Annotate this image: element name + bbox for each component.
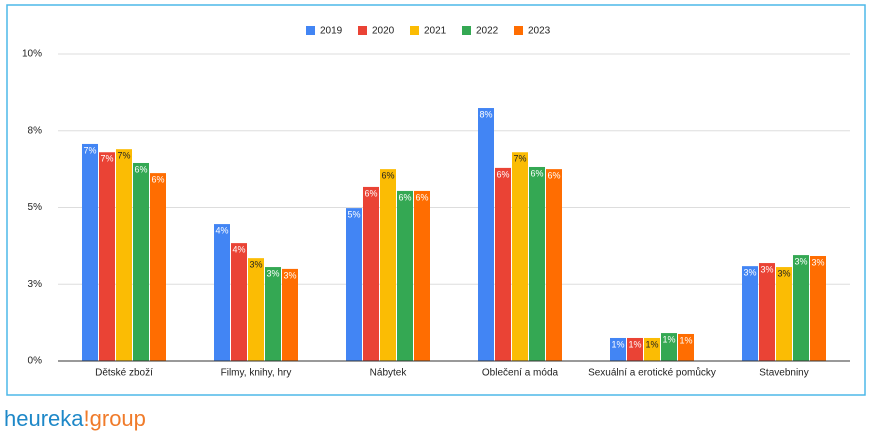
value-label: 6% [547, 171, 560, 181]
logo-suffix: !group [84, 406, 146, 431]
value-label: 7% [83, 145, 96, 155]
value-label: 6% [151, 174, 164, 184]
bar [678, 333, 694, 361]
value-label: 7% [100, 154, 113, 164]
bar [742, 266, 758, 361]
bar [150, 173, 166, 361]
value-label: 8% [479, 109, 492, 119]
y-tick-label: 0% [28, 356, 43, 367]
value-label: 6% [381, 171, 394, 181]
bar [214, 224, 230, 361]
value-label: 7% [513, 154, 526, 164]
bar [248, 258, 264, 361]
legend-swatch [358, 26, 367, 35]
value-label: 6% [415, 192, 428, 202]
x-tick-label: Filmy, knihy, hry [221, 368, 292, 379]
bar [810, 256, 826, 361]
value-label: 1% [679, 335, 692, 345]
x-tick-label: Oblečení a móda [482, 368, 559, 379]
legend-label: 2023 [528, 26, 551, 37]
legend-label: 2022 [476, 26, 499, 37]
legend-swatch [462, 26, 471, 35]
y-tick-label: 3% [28, 279, 43, 290]
bar [380, 169, 396, 361]
bar [644, 337, 660, 361]
bar [627, 337, 643, 361]
value-label: 6% [496, 169, 509, 179]
value-label: 6% [364, 188, 377, 198]
bar [99, 152, 115, 361]
value-label: 4% [232, 244, 245, 254]
logo-brand: heureka [4, 406, 84, 431]
value-label: 3% [743, 268, 756, 278]
bar [414, 190, 430, 361]
legend-swatch [410, 26, 419, 35]
value-label: 3% [777, 268, 790, 278]
x-tick-label: Sexuální a erotické pomůcky [588, 367, 716, 379]
bar [776, 267, 792, 361]
bar [363, 186, 379, 361]
bar [265, 267, 281, 361]
bar [610, 337, 626, 361]
bar [116, 149, 132, 361]
bar [546, 169, 562, 361]
value-label: 3% [760, 264, 773, 274]
value-label: 6% [134, 164, 147, 174]
legend-label: 2021 [424, 26, 447, 37]
legend-label: 2019 [320, 26, 343, 37]
value-label: 3% [794, 256, 807, 266]
value-label: 6% [398, 192, 411, 202]
x-tick-label: Dětské zboží [95, 368, 153, 379]
y-tick-label: 5% [28, 202, 43, 213]
bar [231, 243, 247, 361]
y-tick-label: 8% [28, 125, 43, 136]
legend-swatch [306, 26, 315, 35]
x-tick-label: Stavebniny [759, 368, 808, 379]
value-label: 6% [530, 168, 543, 178]
value-label: 1% [645, 339, 658, 349]
bar [661, 333, 677, 361]
bar [529, 166, 545, 361]
value-label: 3% [266, 268, 279, 278]
bar [282, 268, 298, 361]
bar [133, 162, 149, 361]
legend-label: 2020 [372, 26, 395, 37]
x-tick-label: Nábytek [370, 368, 408, 379]
bar [793, 255, 809, 361]
value-label: 3% [811, 257, 824, 267]
value-label: 7% [117, 151, 130, 161]
value-label: 1% [662, 334, 675, 344]
value-label: 3% [249, 260, 262, 270]
bar [478, 108, 494, 361]
value-label: 1% [611, 339, 624, 349]
value-label: 3% [283, 270, 296, 280]
value-label: 5% [347, 209, 360, 219]
bar [495, 167, 511, 361]
logo: heureka!group [4, 406, 146, 431]
value-label: 1% [628, 339, 641, 349]
legend-swatch [514, 26, 523, 35]
bar [346, 208, 362, 361]
value-label: 4% [215, 225, 228, 235]
y-tick-label: 10% [22, 49, 42, 60]
bar [512, 152, 528, 361]
bar [82, 143, 98, 361]
bar [759, 263, 775, 361]
bar [397, 190, 413, 361]
